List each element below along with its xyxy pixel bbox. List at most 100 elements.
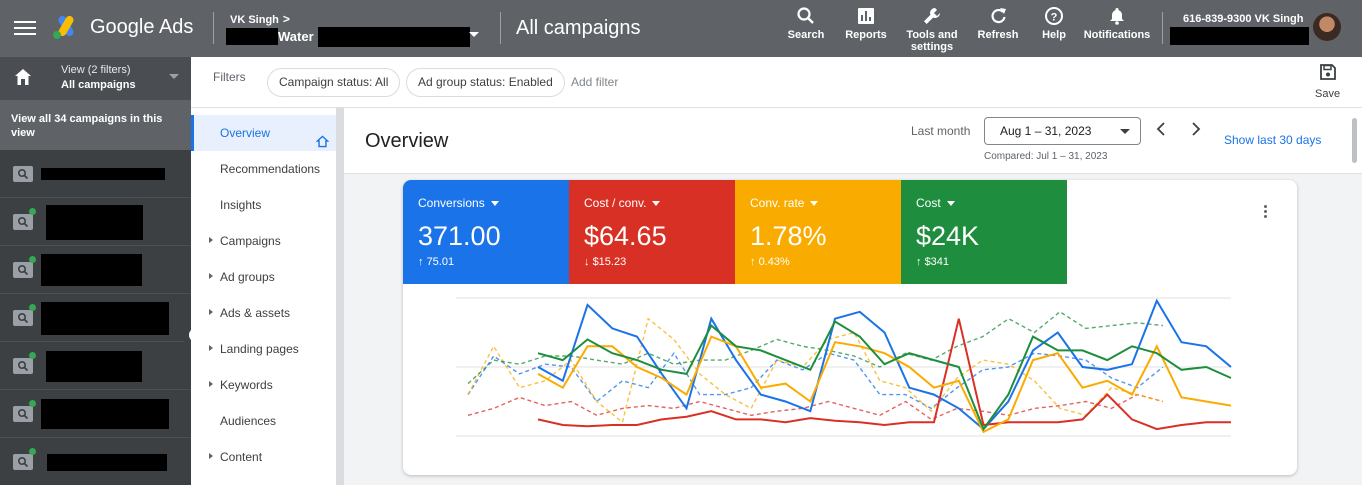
- status-dot: [29, 208, 36, 215]
- campaign-list-item[interactable]: [0, 150, 191, 198]
- redacted-block: [46, 350, 142, 382]
- nav-item-insights[interactable]: Insights: [191, 187, 336, 223]
- chevron-down-icon: [1120, 129, 1130, 134]
- account-name[interactable]: VK Singh >: [230, 12, 290, 26]
- view-all-campaigns[interactable]: View all 34 campaigns in this view: [0, 100, 191, 150]
- status-dot: [29, 256, 36, 263]
- nav-item-ads-assets[interactable]: Ads & assets: [191, 295, 336, 331]
- notifications-button[interactable]: Notifications: [1082, 4, 1152, 41]
- metric-name-text: Cost: [916, 196, 941, 210]
- chevron-down-icon: [652, 201, 661, 207]
- chevron-right-icon[interactable]: [1189, 121, 1203, 137]
- campaign-list-item[interactable]: [0, 342, 191, 390]
- search-campaign-icon: [13, 214, 33, 230]
- metric-name[interactable]: Cost: [916, 196, 1067, 210]
- campaign-list-item[interactable]: [0, 246, 191, 294]
- nav-item-landing-pages[interactable]: Landing pages: [191, 331, 336, 367]
- metric-tile-conversions[interactable]: Conversions 371.00 ↑ 75.01: [403, 180, 569, 284]
- save-icon[interactable]: [1319, 63, 1337, 81]
- chart-series-line-1: [537, 318, 1231, 431]
- chart-series-line-3: [537, 320, 1232, 432]
- nav-item-ad-groups[interactable]: Ad groups: [191, 259, 336, 295]
- metric-name[interactable]: Conversions: [418, 196, 569, 210]
- save-label[interactable]: Save: [1315, 88, 1341, 100]
- svg-text:?: ?: [1051, 12, 1058, 24]
- nav-item-label: Content: [220, 450, 263, 464]
- metric-value: $24K: [916, 221, 980, 251]
- chevron-down-icon: [810, 201, 819, 207]
- metric-tile-cost[interactable]: Cost $24K ↑ $341: [901, 180, 1067, 284]
- metric-delta-value: 75.01: [426, 256, 455, 268]
- nav-item-audiences[interactable]: Audiences: [191, 403, 336, 439]
- metric-delta-value: $341: [924, 256, 950, 268]
- refresh-icon: [991, 8, 1006, 24]
- help-icon: ?: [1045, 7, 1063, 25]
- nav-item-recommendations[interactable]: Recommendations: [191, 151, 336, 187]
- expand-arrow-icon: [209, 237, 213, 243]
- campaign-list-item[interactable]: [0, 198, 191, 246]
- search-campaign-icon: [13, 262, 33, 278]
- search-button[interactable]: Search: [786, 4, 826, 41]
- nav-item-label: Ads & assets: [220, 306, 291, 320]
- filter-bar: Filters Campaign status: All Ad group st…: [191, 57, 1362, 108]
- bell-icon: [1110, 8, 1124, 25]
- tool-label: Search: [787, 29, 825, 41]
- metric-delta: ↓ $15.23: [584, 256, 735, 268]
- chevron-left-icon[interactable]: [1154, 121, 1168, 137]
- brand-name: Google Ads: [90, 16, 194, 38]
- campaign-list-item[interactable]: [0, 294, 191, 342]
- nav-item-label: Overview: [220, 126, 271, 140]
- period-label: Last month: [911, 124, 971, 138]
- metric-name[interactable]: Cost / conv.: [584, 196, 735, 210]
- more-options-icon[interactable]: [1264, 205, 1267, 220]
- redacted-block: [41, 254, 142, 286]
- date-range-text: Aug 1 – 31, 2023: [1000, 124, 1092, 138]
- chart-series-line-5: [467, 393, 1164, 421]
- filter-chip-ad-group-status[interactable]: Ad group status: Enabled: [406, 68, 565, 97]
- menu-icon[interactable]: [14, 17, 36, 39]
- view-selector[interactable]: View (2 filters) All campaigns: [0, 57, 191, 100]
- nav-item-campaigns[interactable]: Campaigns: [191, 223, 336, 259]
- nav-item-content[interactable]: Content: [191, 439, 336, 475]
- refresh-button[interactable]: Refresh: [976, 4, 1020, 41]
- nav-item-keywords[interactable]: Keywords: [191, 367, 336, 403]
- metric-delta: ↑ $341: [916, 256, 1067, 268]
- date-range-picker[interactable]: Aug 1 – 31, 2023: [984, 117, 1141, 145]
- metric-value: $64.65: [584, 221, 667, 251]
- wrench-icon: [924, 8, 940, 24]
- help-button[interactable]: ? Help: [1037, 4, 1071, 41]
- metric-value: 371.00: [418, 221, 501, 251]
- user-account-line[interactable]: 616-839-9300 VK Singh: [1183, 13, 1304, 25]
- account-sub[interactable]: Water: [278, 29, 314, 44]
- filter-chip-campaign-status[interactable]: Campaign status: All: [267, 68, 401, 97]
- reports-button[interactable]: Reports: [843, 4, 889, 41]
- nav-item-label: Campaigns: [220, 234, 281, 248]
- metric-name[interactable]: Conv. rate: [750, 196, 901, 210]
- metric-tile-cost-conv[interactable]: Cost / conv. $64.65 ↓ $15.23: [569, 180, 735, 284]
- performance-line-chart: [456, 297, 1232, 437]
- chevron-down-icon[interactable]: [469, 32, 479, 37]
- campaign-list-item[interactable]: [0, 438, 191, 485]
- view-value: All campaigns: [61, 79, 136, 91]
- search-campaign-icon: [13, 358, 33, 374]
- chart-series-line-2: [537, 335, 1232, 434]
- tools-settings-button[interactable]: Tools and settings: [902, 4, 962, 53]
- campaign-list-item[interactable]: [0, 390, 191, 438]
- compared-range: Compared: Jul 1 – 31, 2023: [984, 151, 1108, 162]
- redacted-block: [41, 301, 169, 335]
- search-campaign-icon: [13, 310, 33, 326]
- tool-label: Refresh: [977, 29, 1019, 41]
- google-ads-logo[interactable]: [52, 14, 80, 40]
- add-filter-button[interactable]: Add filter: [571, 75, 619, 89]
- top-bar: Google Ads VK Singh > Water All campaigns…: [0, 0, 1362, 57]
- main-scrollbar[interactable]: [1352, 118, 1357, 163]
- show-last-30-days-link[interactable]: Show last 30 days: [1224, 133, 1322, 147]
- avatar[interactable]: [1313, 13, 1341, 41]
- nav-item-overview[interactable]: Overview: [191, 115, 336, 151]
- status-dot: [29, 352, 36, 359]
- redacted-block: [226, 28, 278, 45]
- home-icon: [15, 69, 31, 85]
- home-icon: [315, 126, 330, 162]
- nav-scrollbar[interactable]: [336, 108, 344, 485]
- metric-tile-conv-rate[interactable]: Conv. rate 1.78% ↑ 0.43%: [735, 180, 901, 284]
